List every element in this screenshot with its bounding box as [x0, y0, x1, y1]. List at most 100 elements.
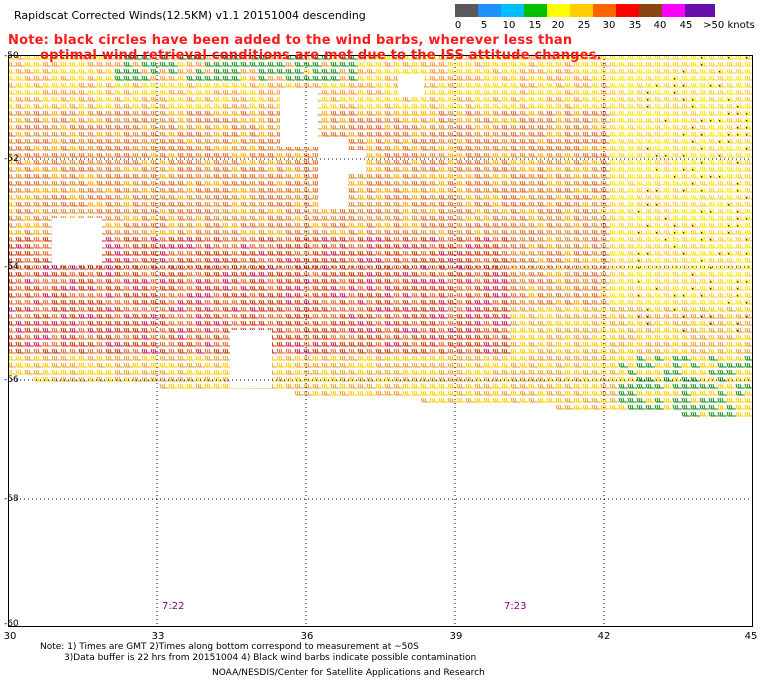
wind-barb: [339, 306, 349, 312]
contamination-dot: [746, 134, 748, 136]
wind-barb: [555, 313, 565, 319]
wind-barb: [186, 299, 196, 305]
wind-barb: [510, 257, 520, 263]
wind-barb: [438, 229, 448, 235]
wind-barb: [564, 194, 574, 200]
wind-barb: [600, 82, 610, 88]
wind-barb: [483, 222, 493, 228]
wind-barb: [402, 313, 412, 319]
wind-barb: [645, 173, 655, 179]
wind-barb: [141, 369, 151, 375]
wind-barb: [348, 327, 358, 333]
wind-barb: [249, 68, 259, 74]
wind-barb: [618, 250, 628, 256]
wind-barb: [132, 208, 142, 214]
wind-barb: [123, 187, 133, 193]
wind-barb: [366, 61, 376, 67]
wind-barb: [528, 299, 538, 305]
wind-barb: [78, 264, 88, 270]
wind-barb: [726, 397, 736, 403]
contamination-dot: [719, 71, 721, 73]
wind-barb: [510, 285, 520, 291]
wind-barb: [150, 334, 160, 340]
wind-barb: [645, 166, 655, 172]
wind-barb: [159, 124, 169, 130]
wind-barb: [42, 110, 52, 116]
wind-barb: [717, 222, 727, 228]
wind-barb: [96, 68, 106, 74]
wind-barb: [420, 383, 430, 389]
wind-barb: [330, 243, 340, 249]
wind-barb: [123, 61, 133, 67]
wind-barb: [123, 138, 133, 144]
wind-barb: [60, 75, 70, 81]
wind-barb: [303, 55, 313, 60]
wind-barb: [213, 229, 223, 235]
wind-barb: [78, 131, 88, 137]
contamination-dot: [647, 323, 649, 325]
wind-barb: [573, 250, 583, 256]
wind-barb: [213, 271, 223, 277]
wind-barb: [420, 194, 430, 200]
wind-barb: [258, 208, 268, 214]
wind-barb: [213, 117, 223, 123]
wind-barb: [393, 194, 403, 200]
wind-barb: [384, 264, 394, 270]
wind-barb: [636, 55, 646, 60]
wind-barb: [60, 110, 70, 116]
wind-barb: [492, 138, 502, 144]
wind-barb: [348, 208, 358, 214]
wind-barb: [519, 397, 529, 403]
wind-barb: [51, 124, 61, 130]
wind-barb: [717, 229, 727, 235]
wind-barb: [501, 124, 511, 130]
wind-barb: [537, 159, 547, 165]
wind-barb: [627, 166, 637, 172]
wind-barb: [78, 271, 88, 277]
wind-barb: [510, 138, 520, 144]
wind-barb: [627, 257, 637, 263]
wind-barb: [546, 383, 556, 389]
wind-barb: [213, 376, 223, 382]
wind-barb: [60, 278, 70, 284]
wind-barb: [69, 208, 79, 214]
wind-barb: [87, 369, 97, 375]
wind-barb: [645, 299, 655, 305]
wind-barb: [366, 68, 376, 74]
legend-swatch-2: [501, 4, 524, 17]
wind-barb: [42, 334, 52, 340]
wind-barb: [492, 110, 502, 116]
wind-barb: [384, 159, 394, 165]
wind-barb: [744, 229, 753, 235]
wind-barb: [168, 145, 178, 151]
wind-barb: [717, 362, 727, 368]
wind-barb: [717, 194, 727, 200]
wind-barb: [159, 313, 169, 319]
wind-barb: [591, 278, 601, 284]
wind-barb: [492, 341, 502, 347]
wind-barb: [186, 236, 196, 242]
wind-barb: [618, 341, 628, 347]
wind-barb: [555, 145, 565, 151]
wind-barb: [456, 390, 466, 396]
wind-barb: [195, 68, 205, 74]
wind-barb: [591, 110, 601, 116]
wind-barb: [123, 96, 133, 102]
wind-barb: [474, 117, 484, 123]
wind-barb: [654, 117, 664, 123]
wind-barb: [699, 89, 709, 95]
wind-barb: [456, 383, 466, 389]
wind-barb: [429, 96, 439, 102]
wind-barb: [69, 55, 79, 60]
wind-barb: [330, 208, 340, 214]
wind-barb: [393, 299, 403, 305]
wind-barb: [672, 82, 682, 88]
wind-barb: [654, 208, 664, 214]
wind-barb: [744, 369, 753, 375]
wind-barb: [330, 369, 340, 375]
contamination-dot: [647, 253, 649, 255]
wind-barb: [177, 362, 187, 368]
wind-barb: [402, 320, 412, 326]
wind-barb: [159, 173, 169, 179]
wind-barb: [447, 362, 457, 368]
